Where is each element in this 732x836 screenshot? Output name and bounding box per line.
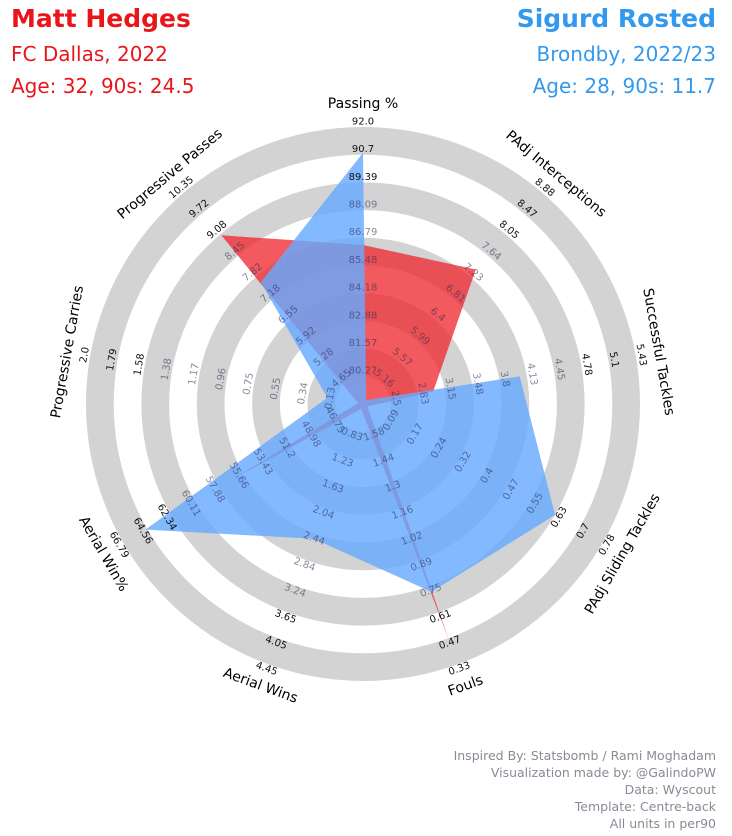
tick-label: 5.43 xyxy=(634,343,649,367)
tick-label: 1.3 xyxy=(384,479,403,495)
tick-label: 0.96 xyxy=(214,367,229,391)
credit-line: Data: Wyscout xyxy=(624,782,716,797)
tick-label: 1.38 xyxy=(160,357,175,381)
credit-line: Inspired By: Statsbomb / Rami Moghadam xyxy=(453,748,716,763)
player1-info: Age: 32, 90s: 24.5 xyxy=(11,74,195,98)
credit-line: Visualization made by: @GalindoPW xyxy=(490,765,716,780)
tick-label: 4.78 xyxy=(579,353,594,377)
tick-label: 92.0 xyxy=(352,116,374,127)
parameter-label: Passing % xyxy=(328,96,398,112)
player2-info: Age: 28, 90s: 11.7 xyxy=(532,74,716,98)
tick-label: 1.17 xyxy=(187,362,202,386)
tick-label: 89.39 xyxy=(349,172,378,183)
radar-ring xyxy=(86,127,640,681)
tick-label: 3.15 xyxy=(443,377,458,401)
player1-club: FC Dallas, 2022 xyxy=(11,42,168,66)
credits: Inspired By: Statsbomb / Rami Moghadam V… xyxy=(454,747,716,832)
series-polygon-player2 xyxy=(145,152,556,592)
tick-label: 4.13 xyxy=(524,362,539,386)
tick-label: 3.8 xyxy=(498,370,512,388)
tick-label: 82.88 xyxy=(349,310,378,321)
tick-label: 2.83 xyxy=(415,382,430,406)
tick-label: 85.48 xyxy=(349,255,378,266)
tick-label: 0.55 xyxy=(269,377,284,401)
tick-label: 84.18 xyxy=(349,283,378,294)
credit-line: Template: Centre-back xyxy=(574,799,716,814)
tick-label: 3.48 xyxy=(470,372,485,396)
tick-label: 80.27 xyxy=(349,366,378,377)
tick-label: 0.75 xyxy=(241,372,256,396)
tick-label: 86.79 xyxy=(349,227,378,238)
tick-label: 2.5 xyxy=(389,390,403,408)
tick-label: 4.45 xyxy=(552,357,567,381)
player2-name: Sigurd Rosted xyxy=(516,4,716,33)
tick-label: 81.57 xyxy=(349,338,378,349)
tick-label: 90.7 xyxy=(352,144,374,155)
tick-label: 0.34 xyxy=(296,382,311,406)
tick-label: 88.09 xyxy=(349,199,378,210)
player2-club: Brondby, 2022/23 xyxy=(536,42,716,66)
tick-label: 2.0 xyxy=(78,346,92,364)
tick-label: 5.1 xyxy=(607,351,621,369)
credit-line: All units in per90 xyxy=(609,816,716,831)
tick-label: 1.58 xyxy=(132,353,147,377)
player1-name: Matt Hedges xyxy=(11,4,191,33)
tick-label: 1.79 xyxy=(105,348,120,372)
tick-label: 0.13 xyxy=(323,386,338,410)
